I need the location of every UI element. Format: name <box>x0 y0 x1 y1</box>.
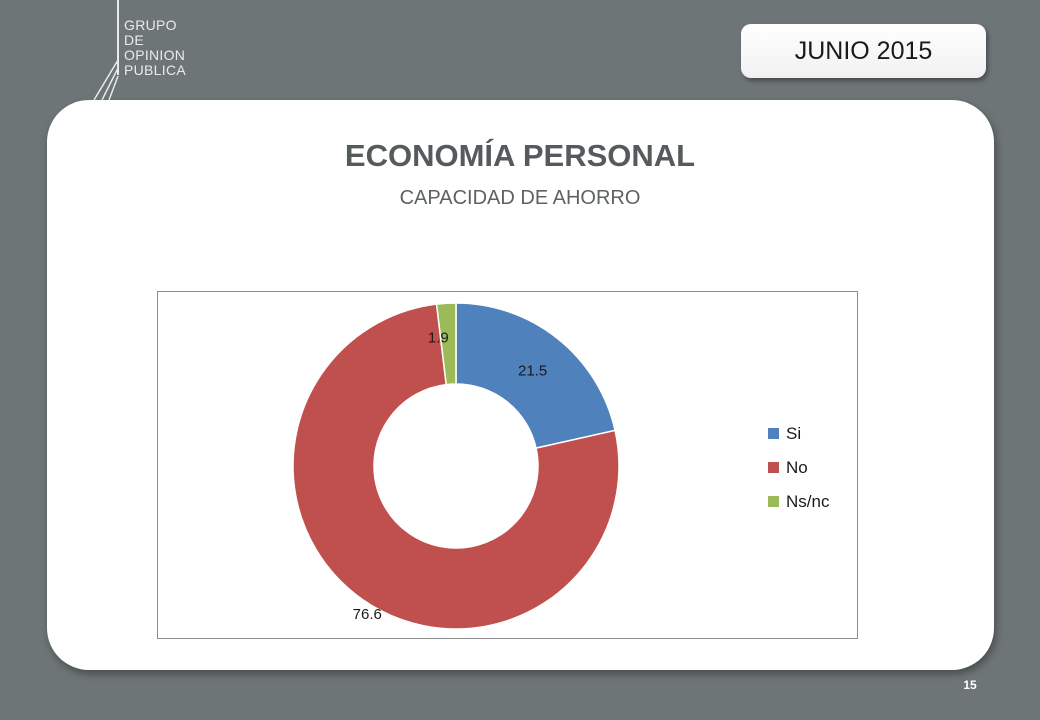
logo-line: DE <box>124 32 145 48</box>
legend-label: Si <box>786 424 801 443</box>
legend-item: Si <box>768 424 801 443</box>
grupo-opinion-publica-logo: GRUPO DE OPINION PUBLICA <box>86 0 216 110</box>
legend-swatch <box>768 428 779 439</box>
page-number: 15 <box>963 678 977 692</box>
chart-frame: 21.5 76.6 1.9 Si No Ns/nc <box>157 291 858 639</box>
legend-label: No <box>786 458 808 477</box>
legend-item: No <box>768 458 808 477</box>
legend-label: Ns/nc <box>786 492 830 511</box>
logo-wordmark: GRUPO DE OPINION PUBLICA <box>124 18 186 78</box>
logo-mark-icon <box>93 0 119 109</box>
legend-swatch <box>768 496 779 507</box>
date-badge: JUNIO 2015 <box>741 24 986 78</box>
donut-slice-si <box>455 302 616 450</box>
legend-swatch <box>768 462 779 473</box>
data-label: 76.6 <box>353 606 382 623</box>
slide-title: ECONOMÍA PERSONAL <box>344 138 696 173</box>
donut-slice-ns-nc <box>435 302 457 386</box>
logo-line: PUBLICA <box>124 62 187 78</box>
logo-line: GRUPO <box>124 17 177 33</box>
slide-subtitle: CAPACIDAD DE AHORRO <box>399 187 641 209</box>
data-label: 1.9 <box>428 329 449 346</box>
logo-line: OPINION <box>124 47 186 63</box>
legend-item: Ns/nc <box>768 492 830 511</box>
donut-slice-no <box>292 303 620 630</box>
data-label: 21.5 <box>518 362 547 379</box>
donut-chart: 21.5 76.6 1.9 Si No Ns/nc <box>292 302 830 630</box>
